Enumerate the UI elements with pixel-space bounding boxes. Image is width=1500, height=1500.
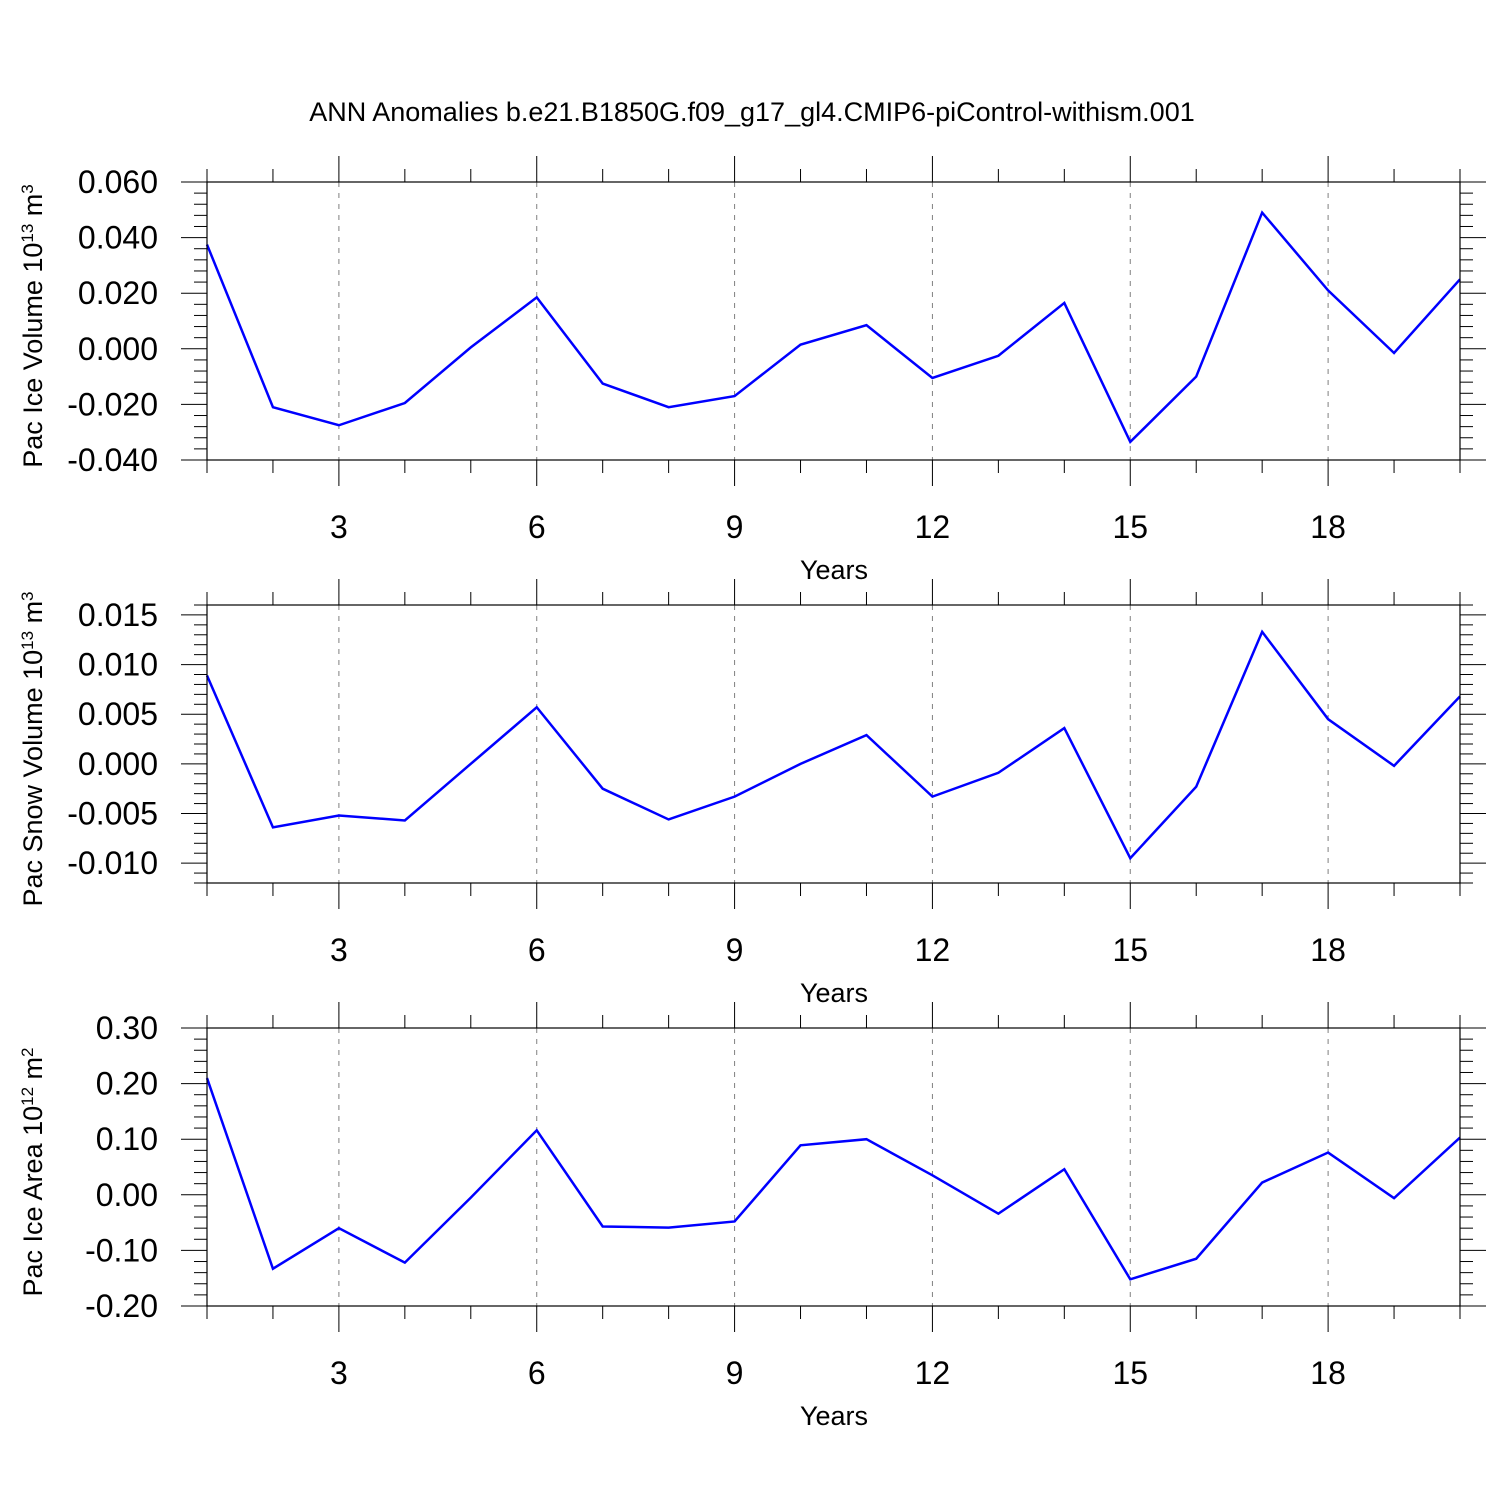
y-tick-label: 0.060 — [78, 164, 158, 200]
plot-frame — [206, 1027, 1461, 1307]
plot-frame — [206, 604, 1461, 884]
x-tick-label: 18 — [1310, 509, 1346, 545]
y-tick-label: 0.10 — [96, 1121, 158, 1157]
y-tick-label: 0.000 — [78, 331, 158, 367]
y-tick-label: 0.20 — [96, 1066, 158, 1102]
y-tick-label: 0.040 — [78, 220, 158, 256]
y-axis-title: Pac Ice Volume 1013 m3 — [18, 184, 49, 468]
y-tick-label: -0.040 — [67, 442, 158, 478]
y-tick-label: -0.005 — [67, 796, 158, 832]
plot-frame — [206, 181, 1461, 461]
y-axis-title: Pac Ice Area 1012 m2 — [18, 1047, 49, 1296]
y-tick-label: 0.005 — [78, 696, 158, 732]
x-tick-label: 6 — [528, 1355, 546, 1391]
x-tick-label: 3 — [330, 932, 348, 968]
y-tick-label: -0.20 — [85, 1288, 158, 1324]
x-tick-label: 6 — [528, 509, 546, 545]
x-axis-title: Years — [800, 555, 868, 585]
panel-3: -0.20 -0.10 0.00 0.10 0.20 0.30 3 6 9 12 15 18 Years… — [18, 1002, 1486, 1431]
panel-1: -0.040 -0.020 0.000 0.020 0.040 0.060 3 6 9 12 15 1… — [18, 156, 1486, 585]
y-tick-label: -0.020 — [67, 386, 158, 422]
series-line — [205, 210, 1461, 445]
x-tick-label: 12 — [915, 932, 951, 968]
panels: -0.040 -0.020 0.000 0.020 0.040 0.060 3 6 9 12 15 1… — [18, 156, 1486, 1431]
x-tick-label: 12 — [915, 1355, 951, 1391]
x-tick-label: 9 — [726, 932, 744, 968]
x-tick-label: 9 — [726, 509, 744, 545]
y-tick-label: 0.30 — [96, 1010, 158, 1046]
x-tick-label: 12 — [915, 509, 951, 545]
y-tick-label: 0.00 — [96, 1177, 158, 1213]
x-tick-label: 18 — [1310, 1355, 1346, 1391]
x-tick-label: 9 — [726, 1355, 744, 1391]
y-tick-label: -0.10 — [85, 1232, 158, 1268]
x-axis-title: Years — [800, 978, 868, 1008]
series-line — [205, 629, 1461, 861]
x-tick-label: 3 — [330, 1355, 348, 1391]
x-tick-label: 15 — [1112, 932, 1148, 968]
x-tick-label: 15 — [1112, 509, 1148, 545]
x-tick-label: 18 — [1310, 932, 1346, 968]
y-tick-label: 0.010 — [78, 647, 158, 683]
y-tick-label: -0.010 — [67, 845, 158, 881]
y-tick-label: 0.015 — [78, 597, 158, 633]
chart-title: ANN Anomalies b.e21.B1850G.f09_g17_gl4.C… — [309, 97, 1194, 127]
x-tick-label: 6 — [528, 932, 546, 968]
x-tick-label: 3 — [330, 509, 348, 545]
x-tick-label: 15 — [1112, 1355, 1148, 1391]
y-tick-label: 0.020 — [78, 275, 158, 311]
panel-2: -0.010 -0.005 0.000 0.005 0.010 0.015 3 6 9 12 15 1… — [18, 579, 1486, 1008]
y-axis-title: Pac Snow Volume 1013 m3 — [18, 591, 49, 906]
y-tick-label: 0.000 — [78, 746, 158, 782]
series-line — [205, 1077, 1461, 1281]
x-axis-title: Years — [800, 1401, 868, 1431]
